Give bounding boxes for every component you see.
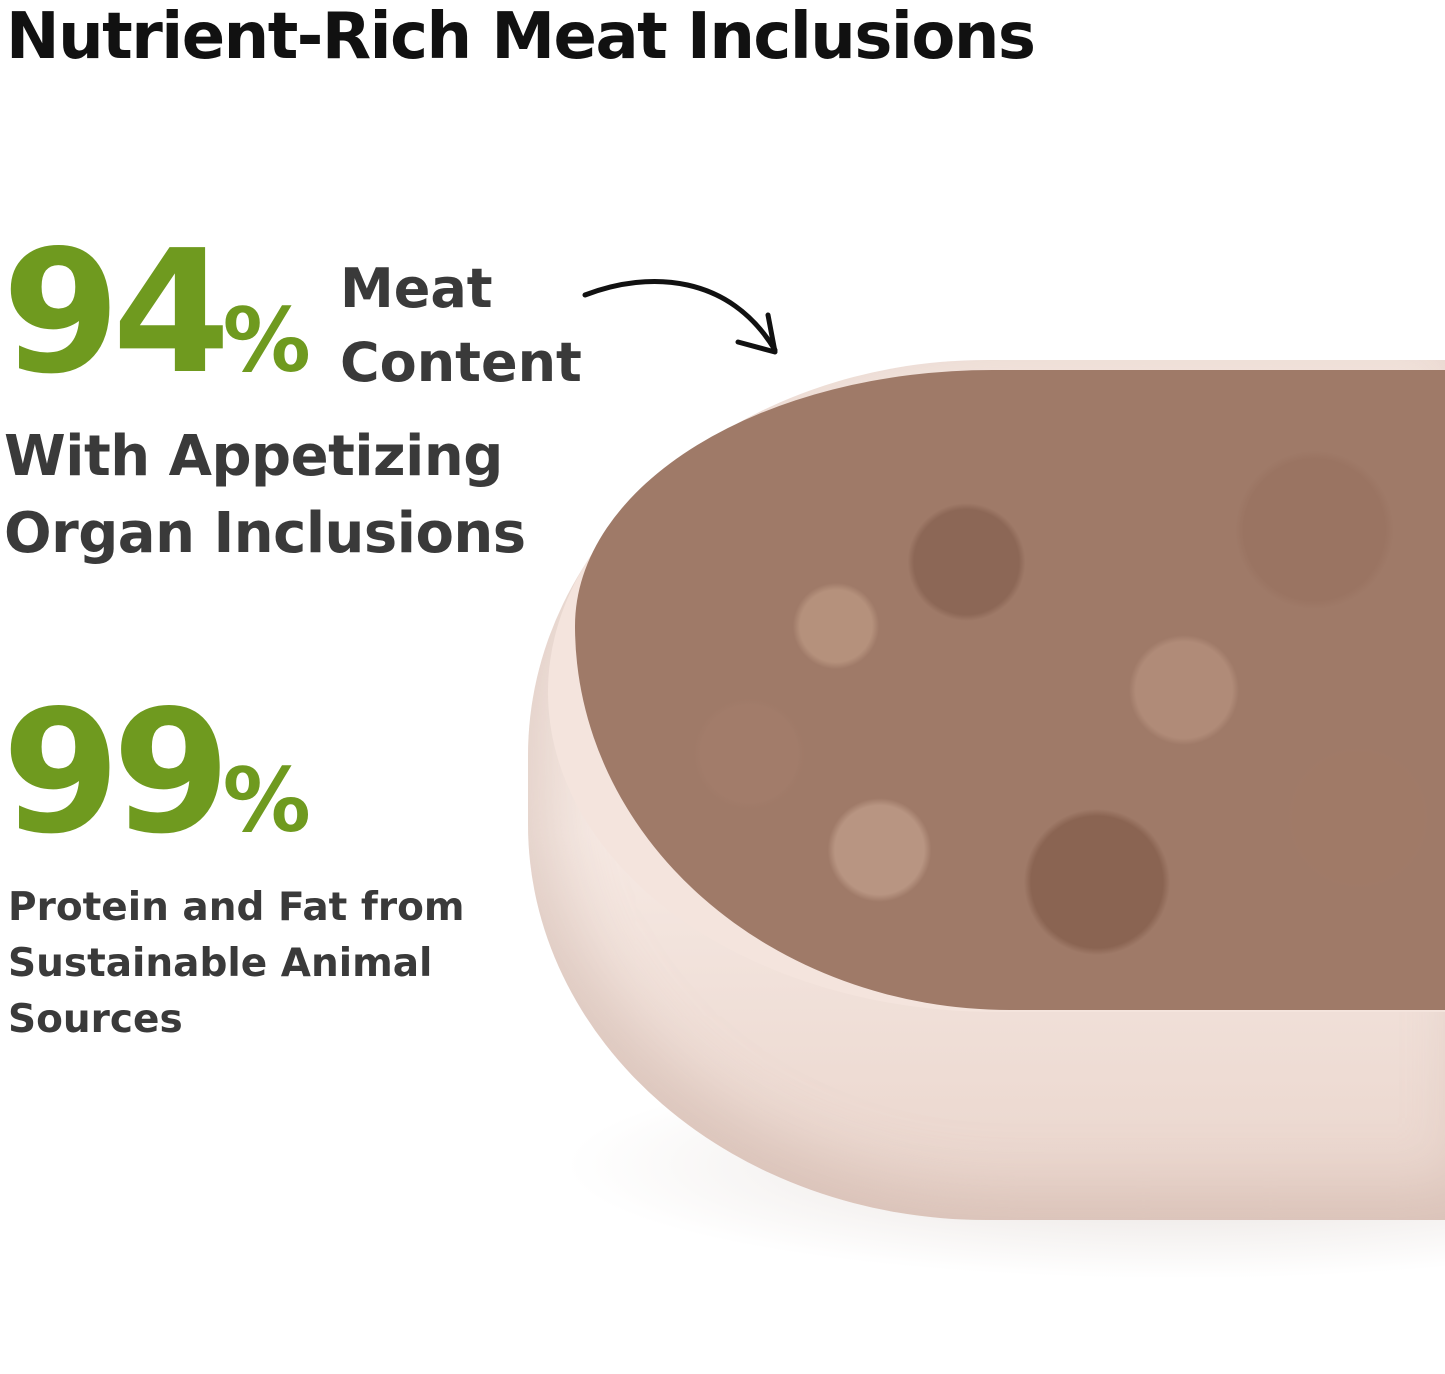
label-line: Meat <box>340 257 493 320</box>
arrow-icon <box>582 279 778 355</box>
stat-number: 99 <box>2 674 231 872</box>
subtext-line: Organ Inclusions <box>4 501 526 566</box>
stat-meat-label: Meat Content <box>340 252 582 400</box>
subtext-line: Sources <box>8 997 183 1042</box>
stat-number: 94 <box>2 214 231 412</box>
subtext-line: With Appetizing <box>4 424 503 489</box>
page-title: Nutrient-Rich Meat Inclusions <box>6 0 1036 74</box>
stat-protein-percent: 99% <box>2 688 311 858</box>
label-line: Content <box>340 331 582 394</box>
wet-food <box>575 370 1445 1010</box>
stat-meat-percent: 94% <box>2 228 311 398</box>
subtext-line: Protein and Fat from <box>8 885 465 930</box>
stat-unit: % <box>222 289 311 392</box>
stat-meat-subtext: With Appetizing Organ Inclusions <box>4 418 526 572</box>
stat-protein-subtext: Protein and Fat from Sustainable Animal … <box>8 880 465 1048</box>
stat-unit: % <box>222 749 311 852</box>
subtext-line: Sustainable Animal <box>8 941 433 986</box>
